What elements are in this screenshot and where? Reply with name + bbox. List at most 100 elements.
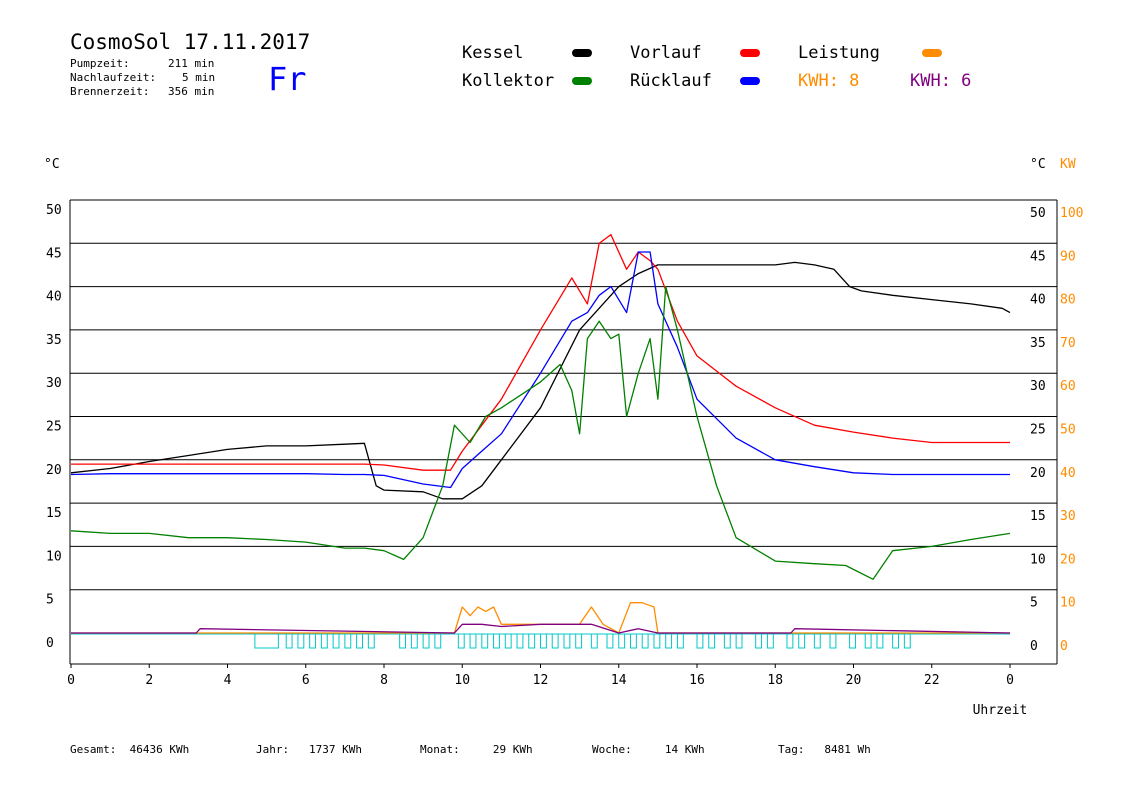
- x-tick-label-0: 0: [67, 673, 75, 688]
- x-tick-label-7: 14: [611, 673, 627, 688]
- pump-segment: [653, 633, 661, 649]
- pump-segment: [606, 633, 614, 649]
- pump-segment: [575, 633, 583, 649]
- y-axis-label-right: °C: [1030, 157, 1046, 172]
- pump-segment: [798, 633, 806, 649]
- legend-kwh-8: KWH: 8: [798, 71, 860, 91]
- series-line-kessel: [70, 261, 1011, 500]
- y2-tick-20: 20: [1060, 552, 1076, 567]
- y2-tick-70: 70: [1060, 336, 1076, 351]
- legend-leistung-swatch: [922, 49, 942, 57]
- pump-segment: [504, 633, 512, 649]
- pump-segment: [849, 633, 856, 649]
- pump-segment: [903, 633, 911, 649]
- y-tick-left-40: 40: [46, 290, 62, 305]
- y-tick-right-30: 30: [1030, 379, 1046, 394]
- stat-pumpzeit-value: 211 min: [168, 57, 215, 70]
- pump-segment: [629, 633, 637, 649]
- x-tick-label-10: 20: [846, 673, 862, 688]
- y2-tick-40: 40: [1060, 466, 1076, 481]
- pump-segment: [755, 633, 763, 649]
- y2-tick-50: 50: [1060, 423, 1076, 438]
- pump-segment: [434, 633, 442, 649]
- pump-segment: [399, 633, 407, 649]
- x-tick-label-2: 4: [224, 673, 232, 688]
- series-line-kwh2: [71, 623, 1011, 634]
- pump-segment: [735, 633, 743, 649]
- pump-segment: [309, 633, 317, 649]
- pump-segment: [254, 633, 279, 649]
- y-tick-right-0: 0: [1030, 639, 1038, 654]
- y2-tick-100: 100: [1060, 206, 1083, 221]
- pump-segment: [676, 633, 684, 649]
- series-line-ruecklauf: [70, 251, 1010, 489]
- series-line-kollektor: [70, 285, 1011, 580]
- pump-segment: [786, 633, 794, 649]
- y-tick-left-45: 45: [46, 246, 62, 261]
- stat-nachlaufzeit-label: Nachlaufzeit:: [70, 71, 157, 84]
- y-tick-left-25: 25: [46, 420, 62, 435]
- legend-leistung-label: Leistung: [798, 43, 880, 63]
- pump-segment: [516, 633, 524, 649]
- legend-vorlauf-swatch: [740, 49, 760, 57]
- x-tick-label-3: 6: [302, 673, 310, 688]
- pump-segment: [864, 633, 872, 649]
- y-tick-left-5: 5: [46, 593, 54, 608]
- y-tick-left-50: 50: [46, 203, 62, 218]
- pump-segment: [356, 633, 363, 649]
- y-tick-left-0: 0: [46, 636, 54, 651]
- pump-segment: [563, 633, 571, 649]
- legend-ruecklauf-label: Rücklauf: [630, 71, 712, 91]
- pump-segment: [297, 633, 305, 649]
- x-tick-label-6: 12: [533, 673, 549, 688]
- x-axis-label: Uhrzeit: [973, 703, 1028, 718]
- footer-jahr: Jahr: 1737 KWh: [256, 743, 362, 756]
- x-tick-label-1: 2: [145, 673, 153, 688]
- stat-brennerzeit-label: Brennerzeit:: [70, 85, 150, 98]
- pump-segment: [367, 633, 375, 649]
- y-tick-left-15: 15: [46, 506, 62, 521]
- pump-segment: [410, 633, 418, 649]
- y2-tick-30: 30: [1060, 509, 1076, 524]
- series-line-vorlauf: [71, 233, 1010, 471]
- y2-tick-90: 90: [1060, 249, 1076, 264]
- y-tick-left-10: 10: [46, 549, 62, 564]
- legend-ruecklauf-swatch: [740, 77, 760, 85]
- pump-segment: [829, 633, 837, 649]
- pump-segment: [551, 633, 559, 649]
- y-tick-right-50: 50: [1030, 206, 1046, 221]
- y-tick-left-20: 20: [46, 463, 62, 478]
- y-tick-left-35: 35: [46, 333, 62, 348]
- legend-kwh-6: KWH: 6: [910, 71, 972, 91]
- y2-tick-10: 10: [1060, 596, 1076, 611]
- pump-segment: [481, 633, 489, 649]
- y-axis-label-left: °C: [44, 157, 60, 172]
- footer-monat: Monat: 29 KWh: [420, 743, 533, 756]
- pump-segment: [493, 633, 500, 649]
- pump-segment: [641, 633, 649, 649]
- x-tick-label-4: 8: [380, 673, 388, 688]
- y-tick-right-35: 35: [1030, 336, 1046, 351]
- y2-tick-80: 80: [1060, 293, 1076, 308]
- footer-gesamt: Gesamt: 46436 KWh: [70, 743, 190, 756]
- pump-segment: [457, 633, 465, 649]
- x-tick-label-8: 16: [689, 673, 705, 688]
- pump-segment: [892, 633, 899, 649]
- pump-segment: [696, 633, 704, 649]
- pump-segment: [813, 633, 821, 649]
- pump-segment: [320, 633, 328, 649]
- x-tick-label-11: 22: [924, 673, 940, 688]
- x-tick-label-12: 0: [1006, 673, 1014, 688]
- pump-segment: [665, 633, 673, 649]
- y-tick-right-45: 45: [1030, 249, 1046, 264]
- footer-tag: Tag: 8481 Wh: [778, 743, 871, 756]
- pump-segment: [285, 633, 293, 649]
- y-tick-right-10: 10: [1030, 552, 1046, 567]
- legend-kessel-swatch: [572, 49, 592, 57]
- pump-segment: [344, 633, 352, 649]
- pump-segment: [528, 633, 536, 649]
- y2-axis-label: KW: [1060, 157, 1076, 172]
- y-tick-right-40: 40: [1030, 293, 1046, 308]
- y-tick-left-30: 30: [46, 376, 62, 391]
